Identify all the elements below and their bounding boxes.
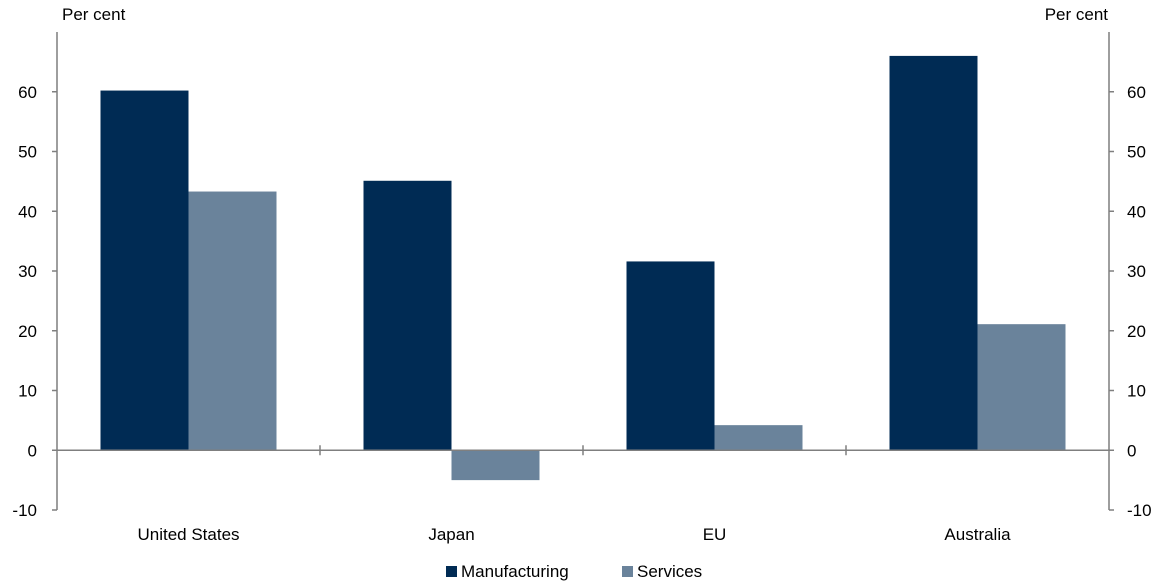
legend: Manufacturing Services xyxy=(446,562,702,581)
right-tick-label: 40 xyxy=(1127,202,1146,221)
legend-label-services: Services xyxy=(637,562,702,581)
bar-manufacturing-australia xyxy=(889,55,978,451)
legend-swatch-services xyxy=(622,566,633,577)
bar-services-united-states xyxy=(188,191,277,451)
bar-services-japan xyxy=(451,450,540,481)
bar-manufacturing-eu xyxy=(626,261,715,451)
right-tick-label: 50 xyxy=(1127,143,1146,162)
right-tick-label: 0 xyxy=(1127,441,1136,460)
right-tick-label: 10 xyxy=(1127,382,1146,401)
left-y-axis: -10 0 10 20 30 40 50 60 xyxy=(12,32,58,520)
left-tick-label: -10 xyxy=(12,501,37,520)
bar-services-australia xyxy=(977,324,1066,451)
bars-group xyxy=(100,55,1066,481)
legend-label-manufacturing: Manufacturing xyxy=(461,562,569,581)
category-labels: United States Japan EU Australia xyxy=(137,525,1011,544)
category-label-japan: Japan xyxy=(428,525,474,544)
left-tick-label: 0 xyxy=(28,441,37,460)
left-tick-label: 60 xyxy=(18,83,37,102)
bar-services-eu xyxy=(714,425,803,451)
right-axis-unit-label: Per cent xyxy=(1045,5,1109,24)
left-axis-unit-label: Per cent xyxy=(62,5,126,24)
category-label-australia: Australia xyxy=(944,525,1011,544)
left-tick-label: 40 xyxy=(18,202,37,221)
right-tick-label: 60 xyxy=(1127,83,1146,102)
bar-manufacturing-japan xyxy=(363,180,452,451)
right-tick-label: 30 xyxy=(1127,262,1146,281)
legend-swatch-manufacturing xyxy=(446,566,457,577)
left-tick-label: 50 xyxy=(18,143,37,162)
left-tick-label: 30 xyxy=(18,262,37,281)
bar-manufacturing-united-states xyxy=(100,90,189,451)
category-label-united-states: United States xyxy=(137,525,239,544)
right-tick-label: -10 xyxy=(1127,501,1152,520)
zero-baseline xyxy=(57,445,1109,456)
right-tick-label: 20 xyxy=(1127,322,1146,341)
right-y-axis: -10 0 10 20 30 40 50 60 xyxy=(1108,32,1152,520)
left-tick-label: 20 xyxy=(18,322,37,341)
category-label-eu: EU xyxy=(703,525,727,544)
left-tick-label: 10 xyxy=(18,382,37,401)
